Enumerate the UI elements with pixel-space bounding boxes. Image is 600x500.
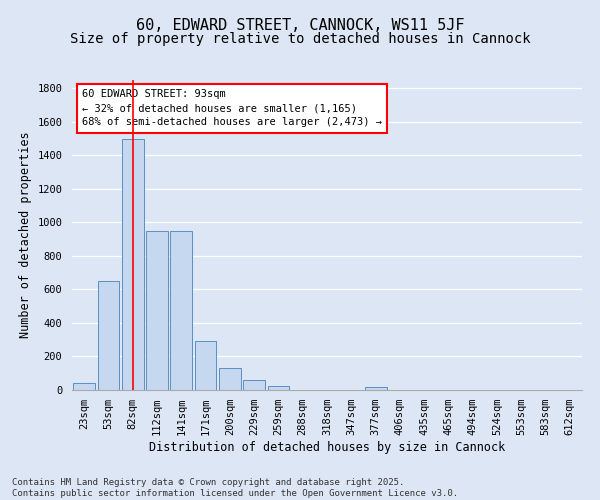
Text: 60, EDWARD STREET, CANNOCK, WS11 5JF: 60, EDWARD STREET, CANNOCK, WS11 5JF xyxy=(136,18,464,32)
Bar xyxy=(97,281,119,390)
Bar xyxy=(243,380,265,390)
Bar xyxy=(194,340,217,390)
Y-axis label: Number of detached properties: Number of detached properties xyxy=(19,132,32,338)
Bar xyxy=(146,231,168,390)
X-axis label: Distribution of detached houses by size in Cannock: Distribution of detached houses by size … xyxy=(149,440,505,454)
Bar xyxy=(122,138,143,390)
Bar xyxy=(268,386,289,390)
Bar xyxy=(73,384,95,390)
Bar xyxy=(219,368,241,390)
Text: 60 EDWARD STREET: 93sqm
← 32% of detached houses are smaller (1,165)
68% of semi: 60 EDWARD STREET: 93sqm ← 32% of detache… xyxy=(82,90,382,128)
Bar xyxy=(170,231,192,390)
Bar xyxy=(365,388,386,390)
Text: Size of property relative to detached houses in Cannock: Size of property relative to detached ho… xyxy=(70,32,530,46)
Text: Contains HM Land Registry data © Crown copyright and database right 2025.
Contai: Contains HM Land Registry data © Crown c… xyxy=(12,478,458,498)
